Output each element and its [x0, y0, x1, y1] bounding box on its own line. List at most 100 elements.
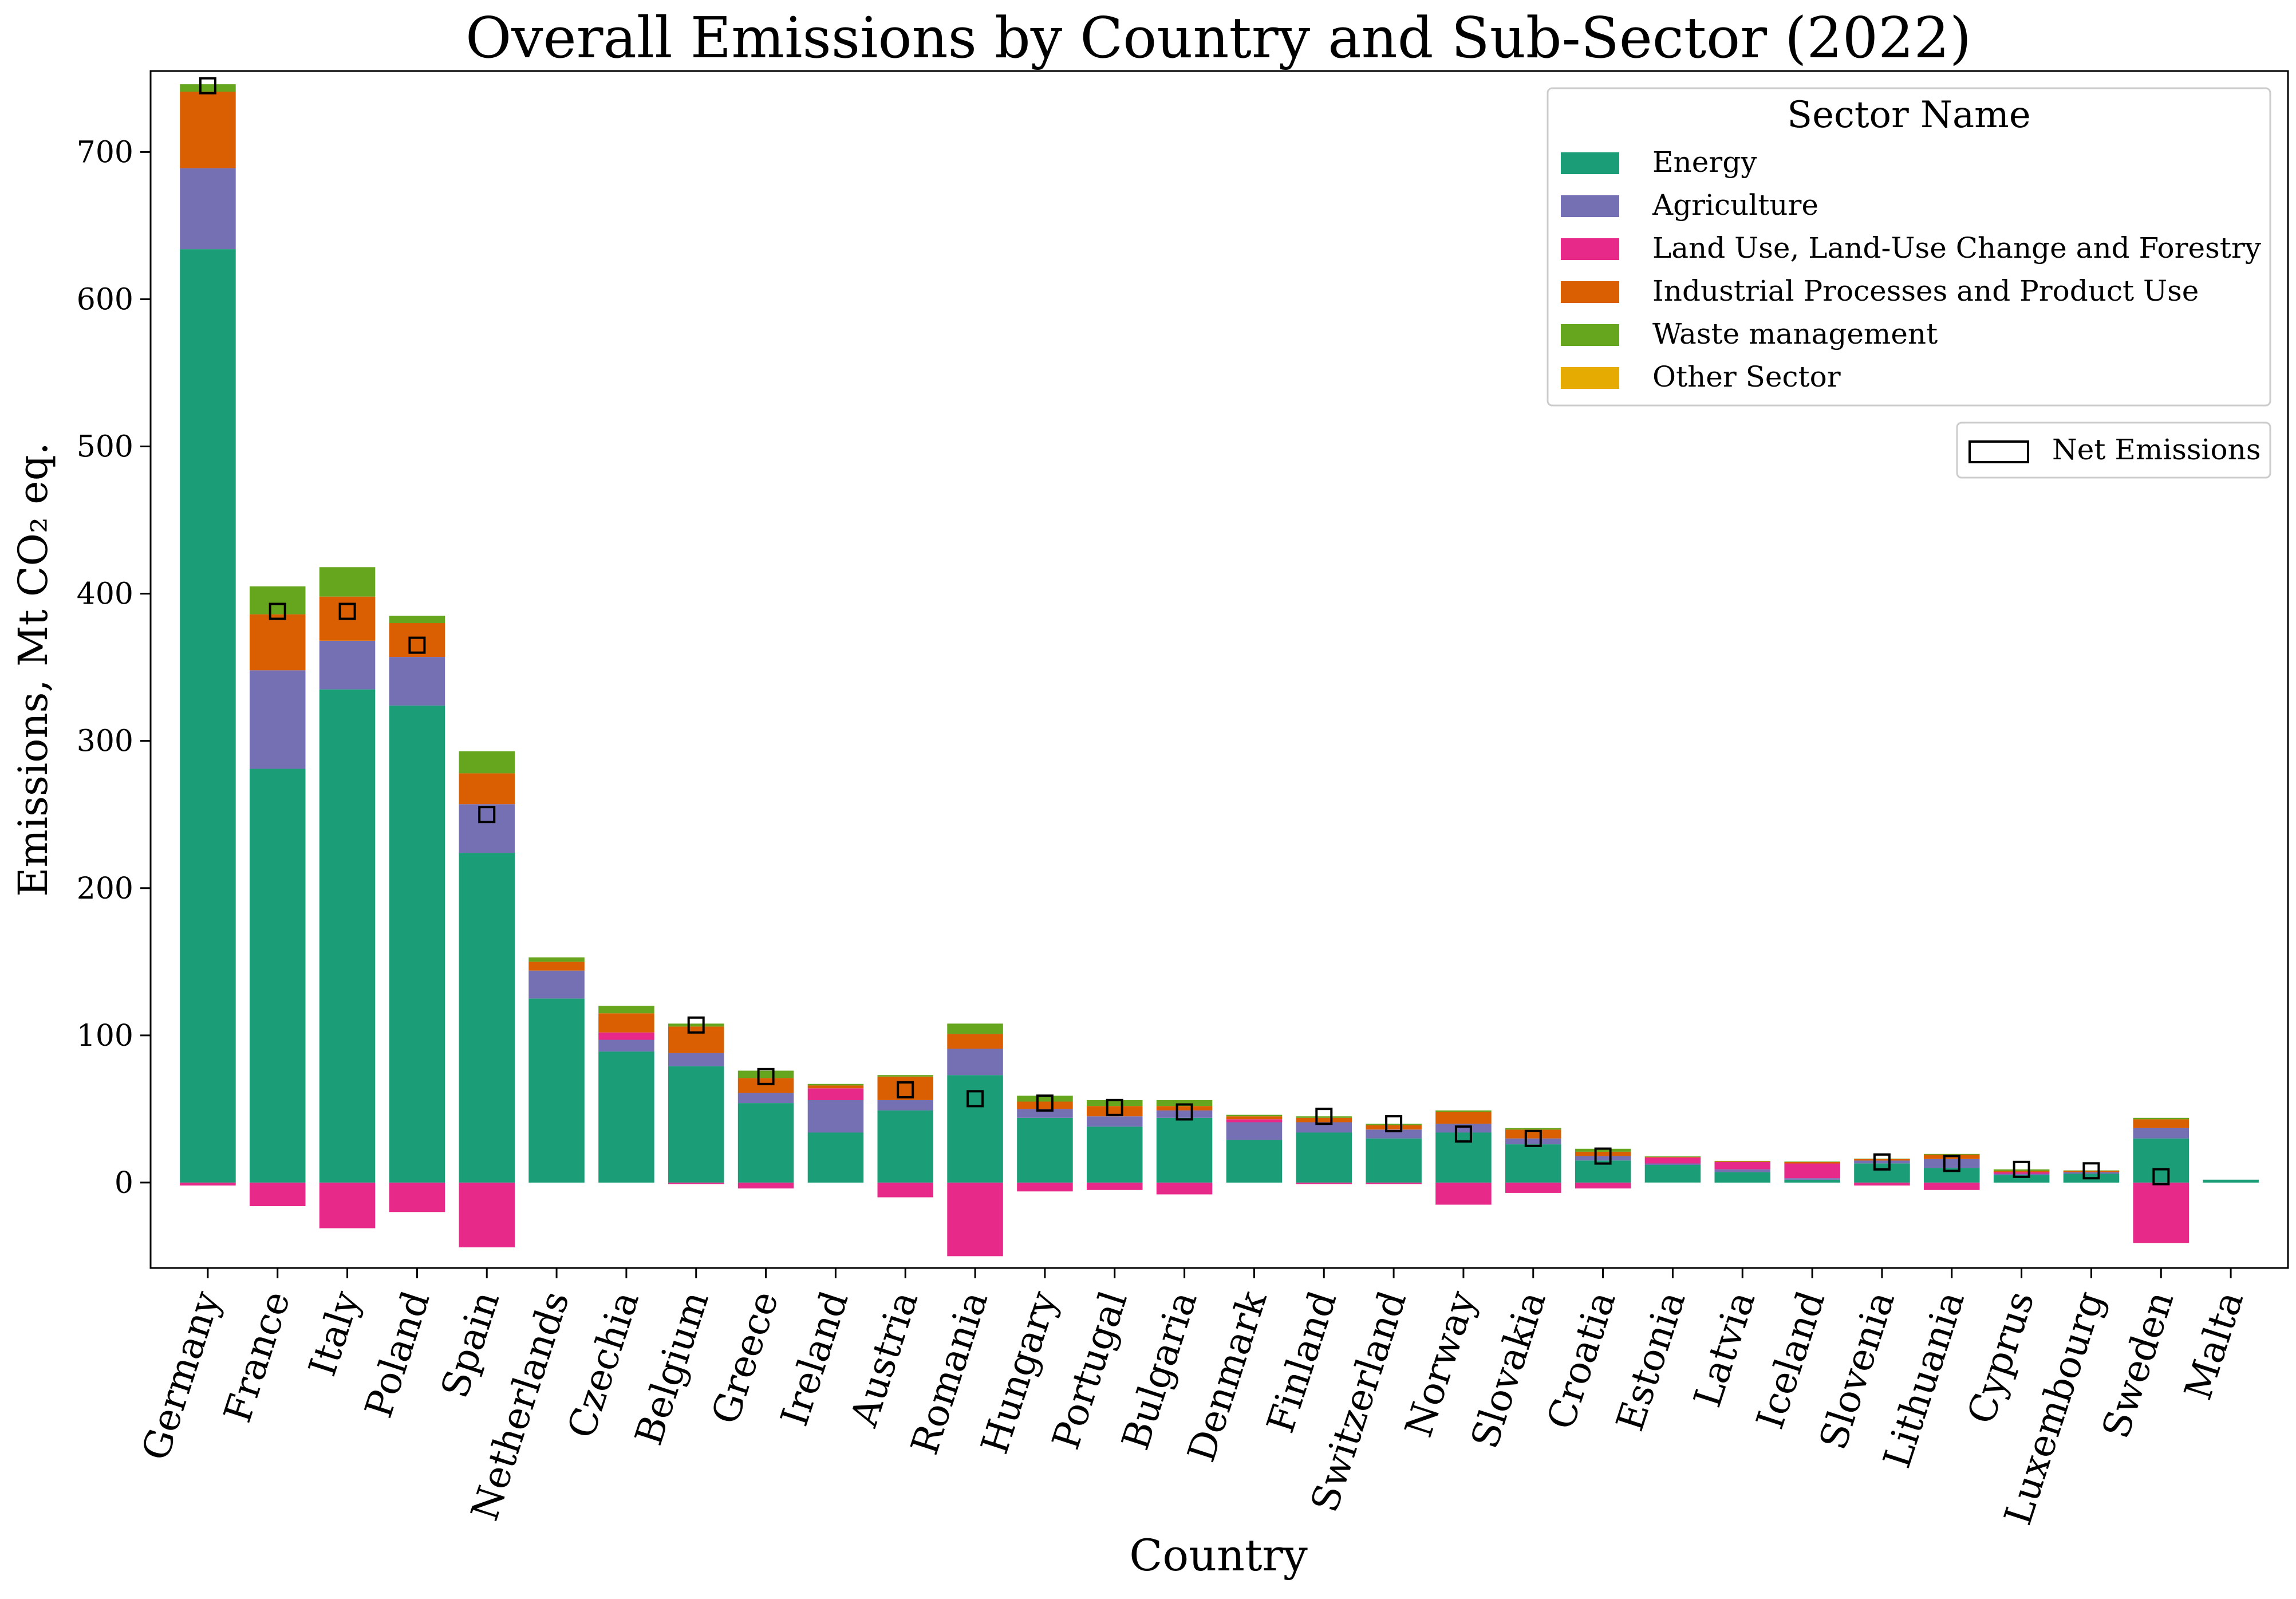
bar-slovakia-series-2 [1505, 1182, 1561, 1193]
bar-portugal-series-4 [1087, 1100, 1143, 1106]
y-axis: 0 100 200 300 400 500 600 700 [77, 135, 151, 1200]
bar-germany-series-2 [180, 1182, 236, 1186]
bar-latvia-series-1 [1714, 1169, 1770, 1172]
bar-bulgaria-series-4 [1156, 1100, 1213, 1106]
net-marker-cyprus [2013, 1160, 2030, 1178]
bar-poland-series-2 [389, 1182, 445, 1212]
bar-ireland-series-0 [807, 1132, 864, 1183]
bars-layer [180, 84, 2259, 1257]
bar-portugal-series-2 [1087, 1182, 1143, 1190]
bar-estonia-series-0 [1644, 1165, 1701, 1183]
bar-czechia-series-0 [598, 1051, 654, 1183]
bar-hungary-series-3 [1017, 1101, 1073, 1109]
bar-finland-series-2 [1296, 1182, 1352, 1184]
bar-switzerland-series-4 [1366, 1124, 1422, 1125]
net-marker-sweden [2152, 1168, 2170, 1186]
net-legend-box [1956, 422, 2271, 479]
bar-slovenia-series-0 [1854, 1163, 1910, 1183]
bar-italy-series-0 [319, 689, 376, 1183]
net-marker-germany [199, 77, 216, 94]
bar-czechia-series-2 [598, 1032, 654, 1040]
bar-germany-series-4 [180, 84, 236, 92]
bar-denmark-series-0 [1226, 1140, 1283, 1183]
y-tick-label: 0 [115, 1166, 133, 1200]
bar-norway-series-1 [1435, 1124, 1492, 1133]
bar-netherlands-series-4 [528, 957, 585, 962]
net-legend-label: Net Emissions [2052, 433, 2261, 466]
chart-title: Overall Emissions by Country and Sub-Sec… [465, 6, 1971, 71]
bar-sweden-series-1 [2133, 1128, 2189, 1139]
bar-belgium-series-1 [668, 1053, 724, 1066]
bar-switzerland-series-2 [1366, 1182, 1422, 1184]
bar-czechia-series-3 [598, 1013, 654, 1033]
x-tick-label: Cyprus [1959, 1286, 2043, 1429]
bar-romania-series-4 [947, 1023, 1003, 1034]
x-axis-label: Country [1129, 1530, 1308, 1581]
bar-austria-series-1 [877, 1100, 933, 1110]
bar-greece-series-4 [737, 1070, 794, 1078]
bar-slovenia-series-3 [1854, 1159, 1910, 1161]
legend-label: Agriculture [1652, 188, 1818, 222]
bar-finland-series-4 [1296, 1116, 1352, 1118]
net-marker-poland [408, 636, 426, 654]
net-marker-finland [1315, 1108, 1333, 1125]
bar-spain-series-4 [459, 751, 515, 774]
bar-slovakia-series-1 [1505, 1138, 1561, 1145]
bar-spain-series-1 [459, 804, 515, 853]
y-tick-label: 700 [77, 135, 133, 170]
x-tick-label: Italy [300, 1285, 369, 1381]
bar-cyprus-series-4 [1993, 1169, 2050, 1171]
net-marker-italy [338, 602, 356, 620]
bar-czechia-series-4 [598, 1006, 654, 1014]
bar-bulgaria-series-1 [1156, 1110, 1213, 1118]
net-marker-greece [757, 1068, 775, 1085]
bar-latvia-series-2 [1714, 1161, 1770, 1169]
bar-ireland-series-3 [807, 1085, 864, 1089]
bar-switzerland-series-1 [1366, 1129, 1422, 1139]
bar-norway-series-0 [1435, 1132, 1492, 1183]
bar-denmark-series-3 [1226, 1116, 1283, 1120]
bar-spain-series-3 [459, 773, 515, 805]
bar-netherlands-series-3 [528, 962, 585, 971]
bar-lithuania-series-4 [1924, 1153, 1980, 1155]
bar-romania-series-0 [947, 1075, 1003, 1183]
net-marker-austria [897, 1081, 914, 1098]
y-tick-label: 500 [77, 430, 133, 464]
x-tick-label: Poland [356, 1286, 438, 1423]
bar-denmark-series-1 [1226, 1122, 1283, 1140]
bar-portugal-series-1 [1087, 1116, 1143, 1127]
bar-belgium-series-2 [668, 1182, 724, 1184]
bar-croatia-series-1 [1575, 1156, 1631, 1161]
bar-netherlands-series-0 [528, 998, 585, 1183]
bar-italy-series-2 [319, 1182, 376, 1228]
bar-hungary-series-2 [1017, 1182, 1073, 1192]
bar-luxembourg-series-3 [2063, 1171, 2120, 1172]
net-marker-bulgaria [1175, 1103, 1193, 1121]
bar-poland-series-4 [389, 616, 445, 624]
bar-finland-series-3 [1296, 1117, 1352, 1123]
bar-netherlands-series-1 [528, 970, 585, 999]
bar-austria-series-4 [877, 1075, 933, 1077]
y-tick-label: 400 [77, 577, 133, 612]
net-marker-croatia [1594, 1147, 1612, 1165]
bar-finland-series-1 [1296, 1122, 1352, 1133]
net-marker-norway [1454, 1125, 1472, 1143]
y-tick-label: 600 [77, 282, 133, 317]
bar-lithuania-series-1 [1924, 1159, 1980, 1168]
legend-swatch [1561, 281, 1619, 303]
bar-slovakia-series-0 [1505, 1144, 1561, 1183]
net-emission-markers [199, 77, 2170, 1186]
bar-croatia-series-2 [1575, 1182, 1631, 1189]
bar-bulgaria-series-2 [1156, 1182, 1213, 1195]
net-marker-spain [478, 806, 496, 824]
x-tick-label: Spain [432, 1286, 508, 1403]
sector-legend: Sector Name Energy Agriculture Land Use, L… [1547, 87, 2271, 407]
bar-norway-series-4 [1435, 1110, 1492, 1112]
bar-romania-series-1 [947, 1049, 1003, 1076]
bar-france-series-4 [250, 586, 306, 615]
bar-hungary-series-1 [1017, 1109, 1073, 1118]
bar-poland-series-1 [389, 657, 445, 706]
bar-bulgaria-series-3 [1156, 1106, 1213, 1110]
bar-iceland-series-0 [1784, 1179, 1840, 1183]
